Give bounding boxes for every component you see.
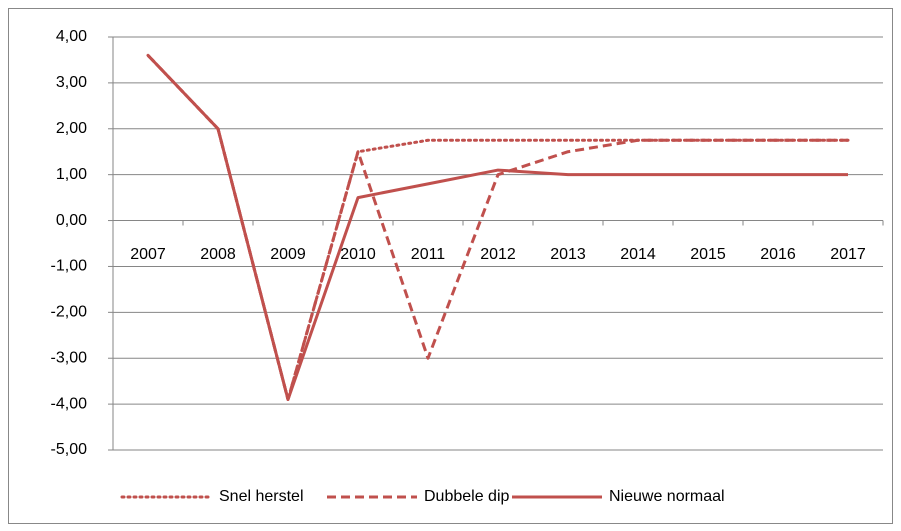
series-line [146, 54, 848, 402]
x-tick-label: 2009 [270, 246, 306, 263]
y-tick-label: 3,00 [56, 74, 87, 91]
y-tick-label: -3,00 [51, 349, 88, 366]
legend-label: Nieuwe normaal [609, 488, 725, 505]
x-tick-label: 2015 [690, 246, 726, 263]
x-tick-label: 2012 [480, 246, 516, 263]
x-tick-label: 2017 [830, 246, 866, 263]
y-tick-label: -4,00 [51, 395, 88, 412]
y-tick-label: 4,00 [56, 28, 87, 45]
legend-label: Snel herstel [219, 488, 304, 505]
y-tick-label: -2,00 [51, 304, 88, 321]
x-tick-label: 2008 [200, 246, 236, 263]
x-tick-label: 2014 [620, 246, 656, 263]
legend-label: Dubbele dip [424, 488, 510, 505]
x-tick-label: 2016 [760, 246, 796, 263]
x-tick-label: 2013 [550, 246, 586, 263]
y-tick-label: 1,00 [56, 166, 87, 183]
y-tick-label: 0,00 [56, 212, 87, 229]
x-tick-label: 2007 [130, 246, 166, 263]
y-tick-label: -5,00 [51, 441, 88, 458]
y-tick-label: -1,00 [51, 258, 88, 275]
x-tick-label: 2010 [340, 246, 376, 263]
y-tick-label: 2,00 [56, 120, 87, 137]
x-tick-label: 2011 [411, 246, 446, 263]
